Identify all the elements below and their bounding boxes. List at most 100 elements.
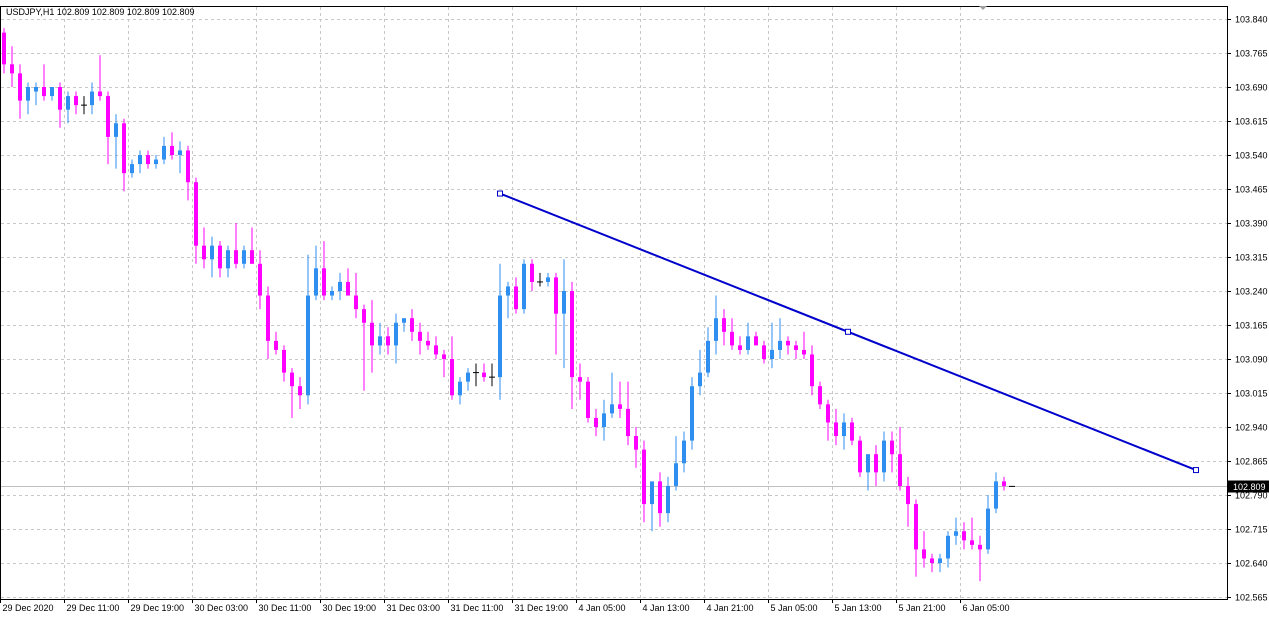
candle-67 — [537, 273, 543, 287]
chart-shift-marker — [979, 6, 987, 10]
trendline-handle[interactable] — [498, 191, 503, 196]
candle-71 — [570, 282, 574, 409]
candle-32 — [258, 250, 262, 309]
candle-64 — [514, 277, 518, 313]
candle-body — [746, 336, 750, 350]
candle-85 — [682, 432, 686, 473]
candle-14 — [114, 114, 118, 168]
candle-34 — [274, 332, 278, 355]
candle-68 — [546, 273, 550, 287]
candle-body — [466, 373, 470, 382]
candle-74 — [594, 409, 598, 436]
candle-body — [650, 481, 654, 504]
x-tick-label: 5 Jan 05:00 — [771, 603, 818, 613]
candle-body — [26, 87, 30, 101]
candle-16 — [130, 160, 134, 178]
candle-106 — [850, 418, 854, 445]
candle-55 — [442, 350, 446, 377]
grid — [1, 7, 1227, 599]
x-tick-label: 31 Dec 03:00 — [387, 603, 441, 613]
candle-108 — [866, 454, 870, 490]
candle-body — [714, 318, 718, 341]
candle-103 — [826, 400, 830, 441]
candle-body — [18, 73, 22, 100]
candle-body — [698, 373, 702, 387]
candle-body — [690, 386, 694, 440]
candle-body — [354, 296, 358, 310]
candle-body — [706, 341, 710, 373]
candle-body — [978, 545, 982, 550]
candle-101 — [810, 345, 814, 395]
candle-86 — [690, 377, 694, 450]
candle-97 — [778, 318, 782, 359]
y-tick-label: 103.615 — [1235, 117, 1268, 127]
candle-body — [666, 486, 670, 513]
candle-99 — [794, 341, 798, 359]
candle-body — [554, 277, 558, 313]
candle-body — [330, 291, 334, 296]
candle-body — [362, 309, 366, 323]
candle-body — [890, 441, 894, 455]
y-tick-label: 102.940 — [1235, 423, 1268, 433]
candle-body — [858, 441, 862, 473]
candle-93 — [746, 323, 750, 355]
candle-27 — [218, 241, 222, 277]
candle-body — [370, 323, 374, 346]
candle-5 — [42, 64, 46, 100]
candle-body — [938, 558, 942, 563]
candle-48 — [386, 327, 390, 354]
candle-9 — [74, 92, 78, 115]
candle-84 — [674, 436, 678, 490]
candle-body — [106, 96, 110, 137]
candle-body — [314, 268, 318, 295]
x-tick-label: 4 Jan 05:00 — [579, 603, 626, 613]
candle-75 — [602, 400, 606, 441]
candle-43 — [346, 268, 350, 295]
trendline-handle[interactable] — [846, 329, 851, 334]
candle-body — [426, 341, 430, 346]
candle-125 — [1002, 477, 1006, 491]
candle-body — [634, 436, 638, 450]
candle-body — [410, 318, 414, 332]
candle-body — [282, 350, 286, 373]
candle-body — [266, 296, 270, 341]
candle-30 — [242, 246, 246, 269]
candle-body — [570, 291, 574, 377]
candle-body — [298, 386, 302, 395]
y-tick-label: 103.840 — [1235, 15, 1268, 25]
candle-body — [346, 282, 350, 296]
candle-60 — [482, 364, 486, 382]
candle-body — [66, 96, 70, 110]
candle-124 — [994, 472, 998, 513]
trendline-layer[interactable] — [498, 191, 1199, 473]
candle-12 — [98, 55, 102, 100]
candle-65 — [522, 259, 526, 313]
candle-body — [970, 540, 974, 545]
current-price-label: 102.809 — [1233, 482, 1266, 492]
candle-80 — [642, 441, 646, 523]
trendline-handle[interactable] — [1194, 468, 1199, 473]
candle-54 — [434, 336, 438, 359]
y-tick-label: 103.315 — [1235, 253, 1268, 263]
candle-body — [226, 250, 230, 268]
candle-body — [498, 296, 502, 378]
candle-body — [306, 296, 310, 396]
candle-73 — [586, 377, 590, 422]
x-tick-label: 29 Dec 2020 — [3, 603, 54, 613]
candle-8 — [66, 92, 70, 124]
y-tick-label: 103.240 — [1235, 287, 1268, 297]
x-tick-label: 5 Jan 21:00 — [899, 603, 946, 613]
candle-body — [922, 549, 926, 558]
candle-92 — [738, 336, 742, 354]
candle-body — [826, 404, 830, 422]
candle-body — [882, 441, 886, 473]
candle-body — [834, 422, 838, 436]
candle-body — [146, 155, 150, 164]
candle-body — [578, 377, 582, 382]
candle-body — [794, 345, 798, 350]
candle-89 — [714, 296, 718, 355]
plot-frame — [1, 7, 1228, 600]
candle-body — [170, 146, 174, 155]
candle-body — [754, 336, 758, 345]
candle-body — [722, 318, 726, 332]
